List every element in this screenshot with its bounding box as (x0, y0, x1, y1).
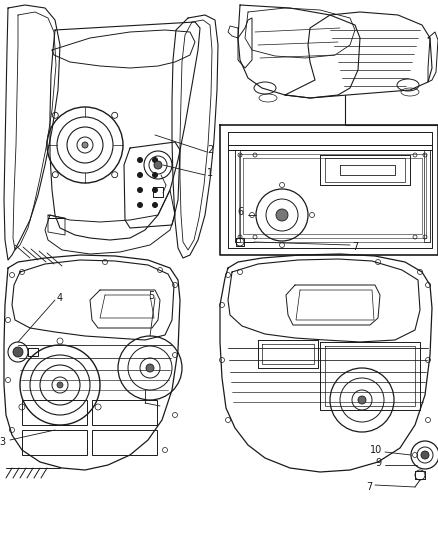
Circle shape (152, 203, 158, 207)
Circle shape (138, 173, 142, 177)
Circle shape (138, 157, 142, 163)
Bar (92, 430, 157, 455)
Text: 1: 1 (207, 168, 213, 178)
Circle shape (152, 157, 158, 163)
Circle shape (358, 396, 366, 404)
Circle shape (82, 142, 88, 148)
Text: 6: 6 (237, 207, 243, 217)
Text: 10: 10 (370, 445, 382, 455)
Circle shape (421, 451, 429, 459)
Text: 3: 3 (0, 437, 5, 447)
Text: 7: 7 (352, 242, 358, 252)
Circle shape (276, 209, 288, 221)
Text: 9: 9 (376, 458, 382, 468)
Text: 2: 2 (207, 145, 213, 155)
Text: 5: 5 (148, 291, 154, 301)
Bar (92, 400, 157, 425)
Circle shape (13, 347, 23, 357)
Text: 4: 4 (57, 293, 63, 303)
Text: 7: 7 (366, 482, 372, 492)
Circle shape (138, 188, 142, 192)
Circle shape (146, 364, 154, 372)
Circle shape (138, 203, 142, 207)
Circle shape (154, 161, 162, 169)
Circle shape (57, 382, 63, 388)
Circle shape (152, 188, 158, 192)
Bar (22, 430, 87, 455)
Circle shape (152, 173, 158, 177)
Bar (22, 400, 87, 425)
